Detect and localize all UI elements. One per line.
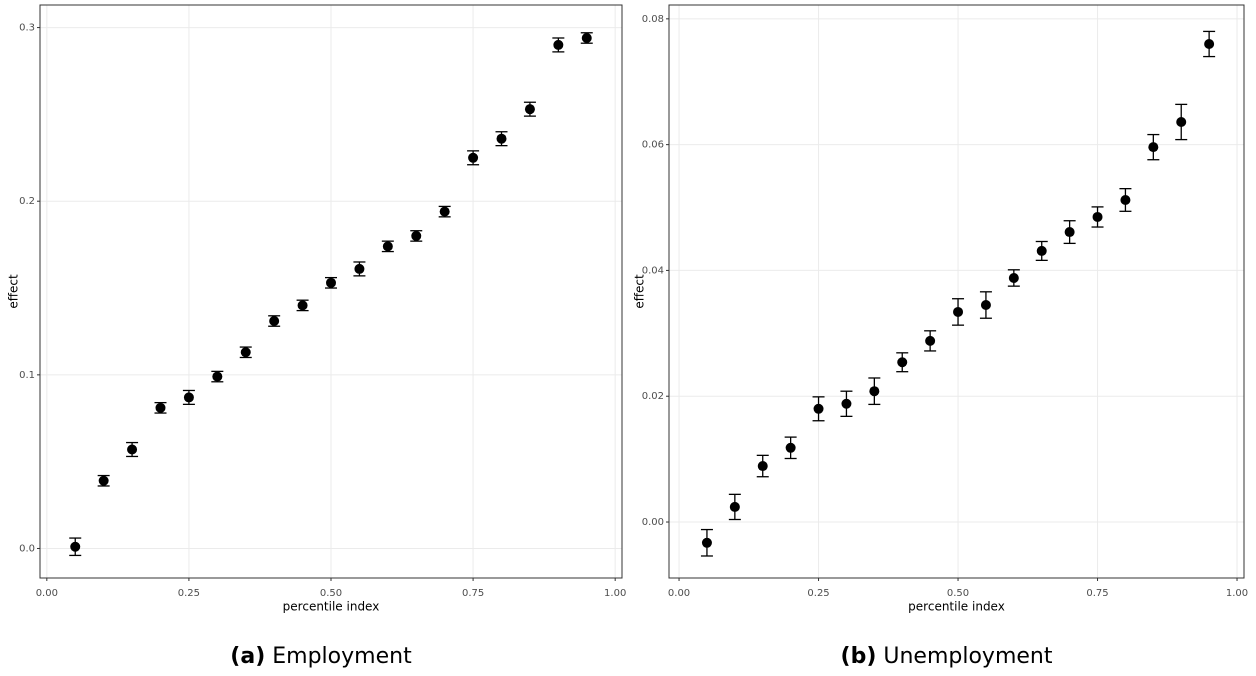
point [869, 386, 880, 397]
point [468, 152, 479, 163]
point [411, 230, 422, 241]
point [382, 241, 393, 252]
point [439, 206, 450, 217]
point [729, 501, 740, 512]
point [183, 392, 194, 403]
point [1148, 142, 1159, 153]
y-tick-label: 0.06 [642, 140, 664, 151]
caption-label: (b) [841, 644, 877, 669]
point [841, 398, 852, 409]
caption: (a) Employment [230, 644, 412, 669]
point [701, 537, 712, 548]
y-axis-label: effect [633, 274, 647, 309]
y-tick-label: 0.02 [642, 391, 664, 402]
point [785, 442, 796, 453]
x-tick-label: 0.75 [462, 588, 484, 599]
caption-text: Employment [272, 644, 412, 669]
panel-border [668, 4, 1245, 579]
x-tick-label: 0.00 [36, 588, 58, 599]
x-tick-label: 0.50 [320, 588, 342, 599]
point [70, 541, 81, 552]
x-tick-label: 0.25 [807, 588, 829, 599]
x-tick-label: 1.00 [604, 588, 626, 599]
y-tick-label: 0.0 [19, 543, 35, 554]
point [1204, 38, 1215, 49]
point [240, 347, 251, 358]
point [980, 300, 991, 311]
y-tick-label: 0.3 [19, 23, 35, 34]
point [1064, 227, 1075, 238]
point [813, 403, 824, 414]
caption-text: Unemployment [883, 644, 1052, 669]
x-tick-label: 0.50 [947, 588, 969, 599]
y-tick-label: 0.2 [19, 196, 35, 207]
point [553, 39, 564, 50]
caption-label: (a) [230, 644, 265, 669]
y-tick-label: 0.04 [642, 265, 664, 276]
x-axis-label: percentile index [283, 600, 380, 614]
panel-border [39, 4, 623, 579]
point [496, 133, 507, 144]
y-axis-label: effect [7, 274, 21, 309]
y-tick-label: 0.08 [642, 14, 664, 25]
y-tick-label: 0.00 [642, 517, 664, 528]
point [524, 104, 535, 115]
point [925, 335, 936, 346]
point [127, 444, 138, 455]
point [897, 357, 908, 368]
point [354, 263, 365, 274]
point [269, 316, 280, 327]
x-tick-label: 0.25 [178, 588, 200, 599]
point [1036, 245, 1047, 256]
x-tick-label: 0.00 [668, 588, 690, 599]
point [326, 277, 336, 288]
point [1120, 194, 1131, 205]
point [953, 306, 964, 317]
point [1176, 116, 1187, 127]
y-tick-label: 0.1 [19, 370, 35, 381]
caption: (b) Unemployment [841, 644, 1053, 669]
point [1092, 211, 1103, 222]
point [581, 32, 592, 43]
point [757, 461, 768, 472]
point [155, 402, 166, 413]
x-tick-label: 0.75 [1086, 588, 1108, 599]
point [98, 475, 109, 486]
point [212, 371, 223, 382]
x-axis-label: percentile index [908, 600, 1005, 614]
x-tick-label: 1.00 [1226, 588, 1248, 599]
point [1008, 272, 1019, 283]
point [297, 300, 308, 311]
